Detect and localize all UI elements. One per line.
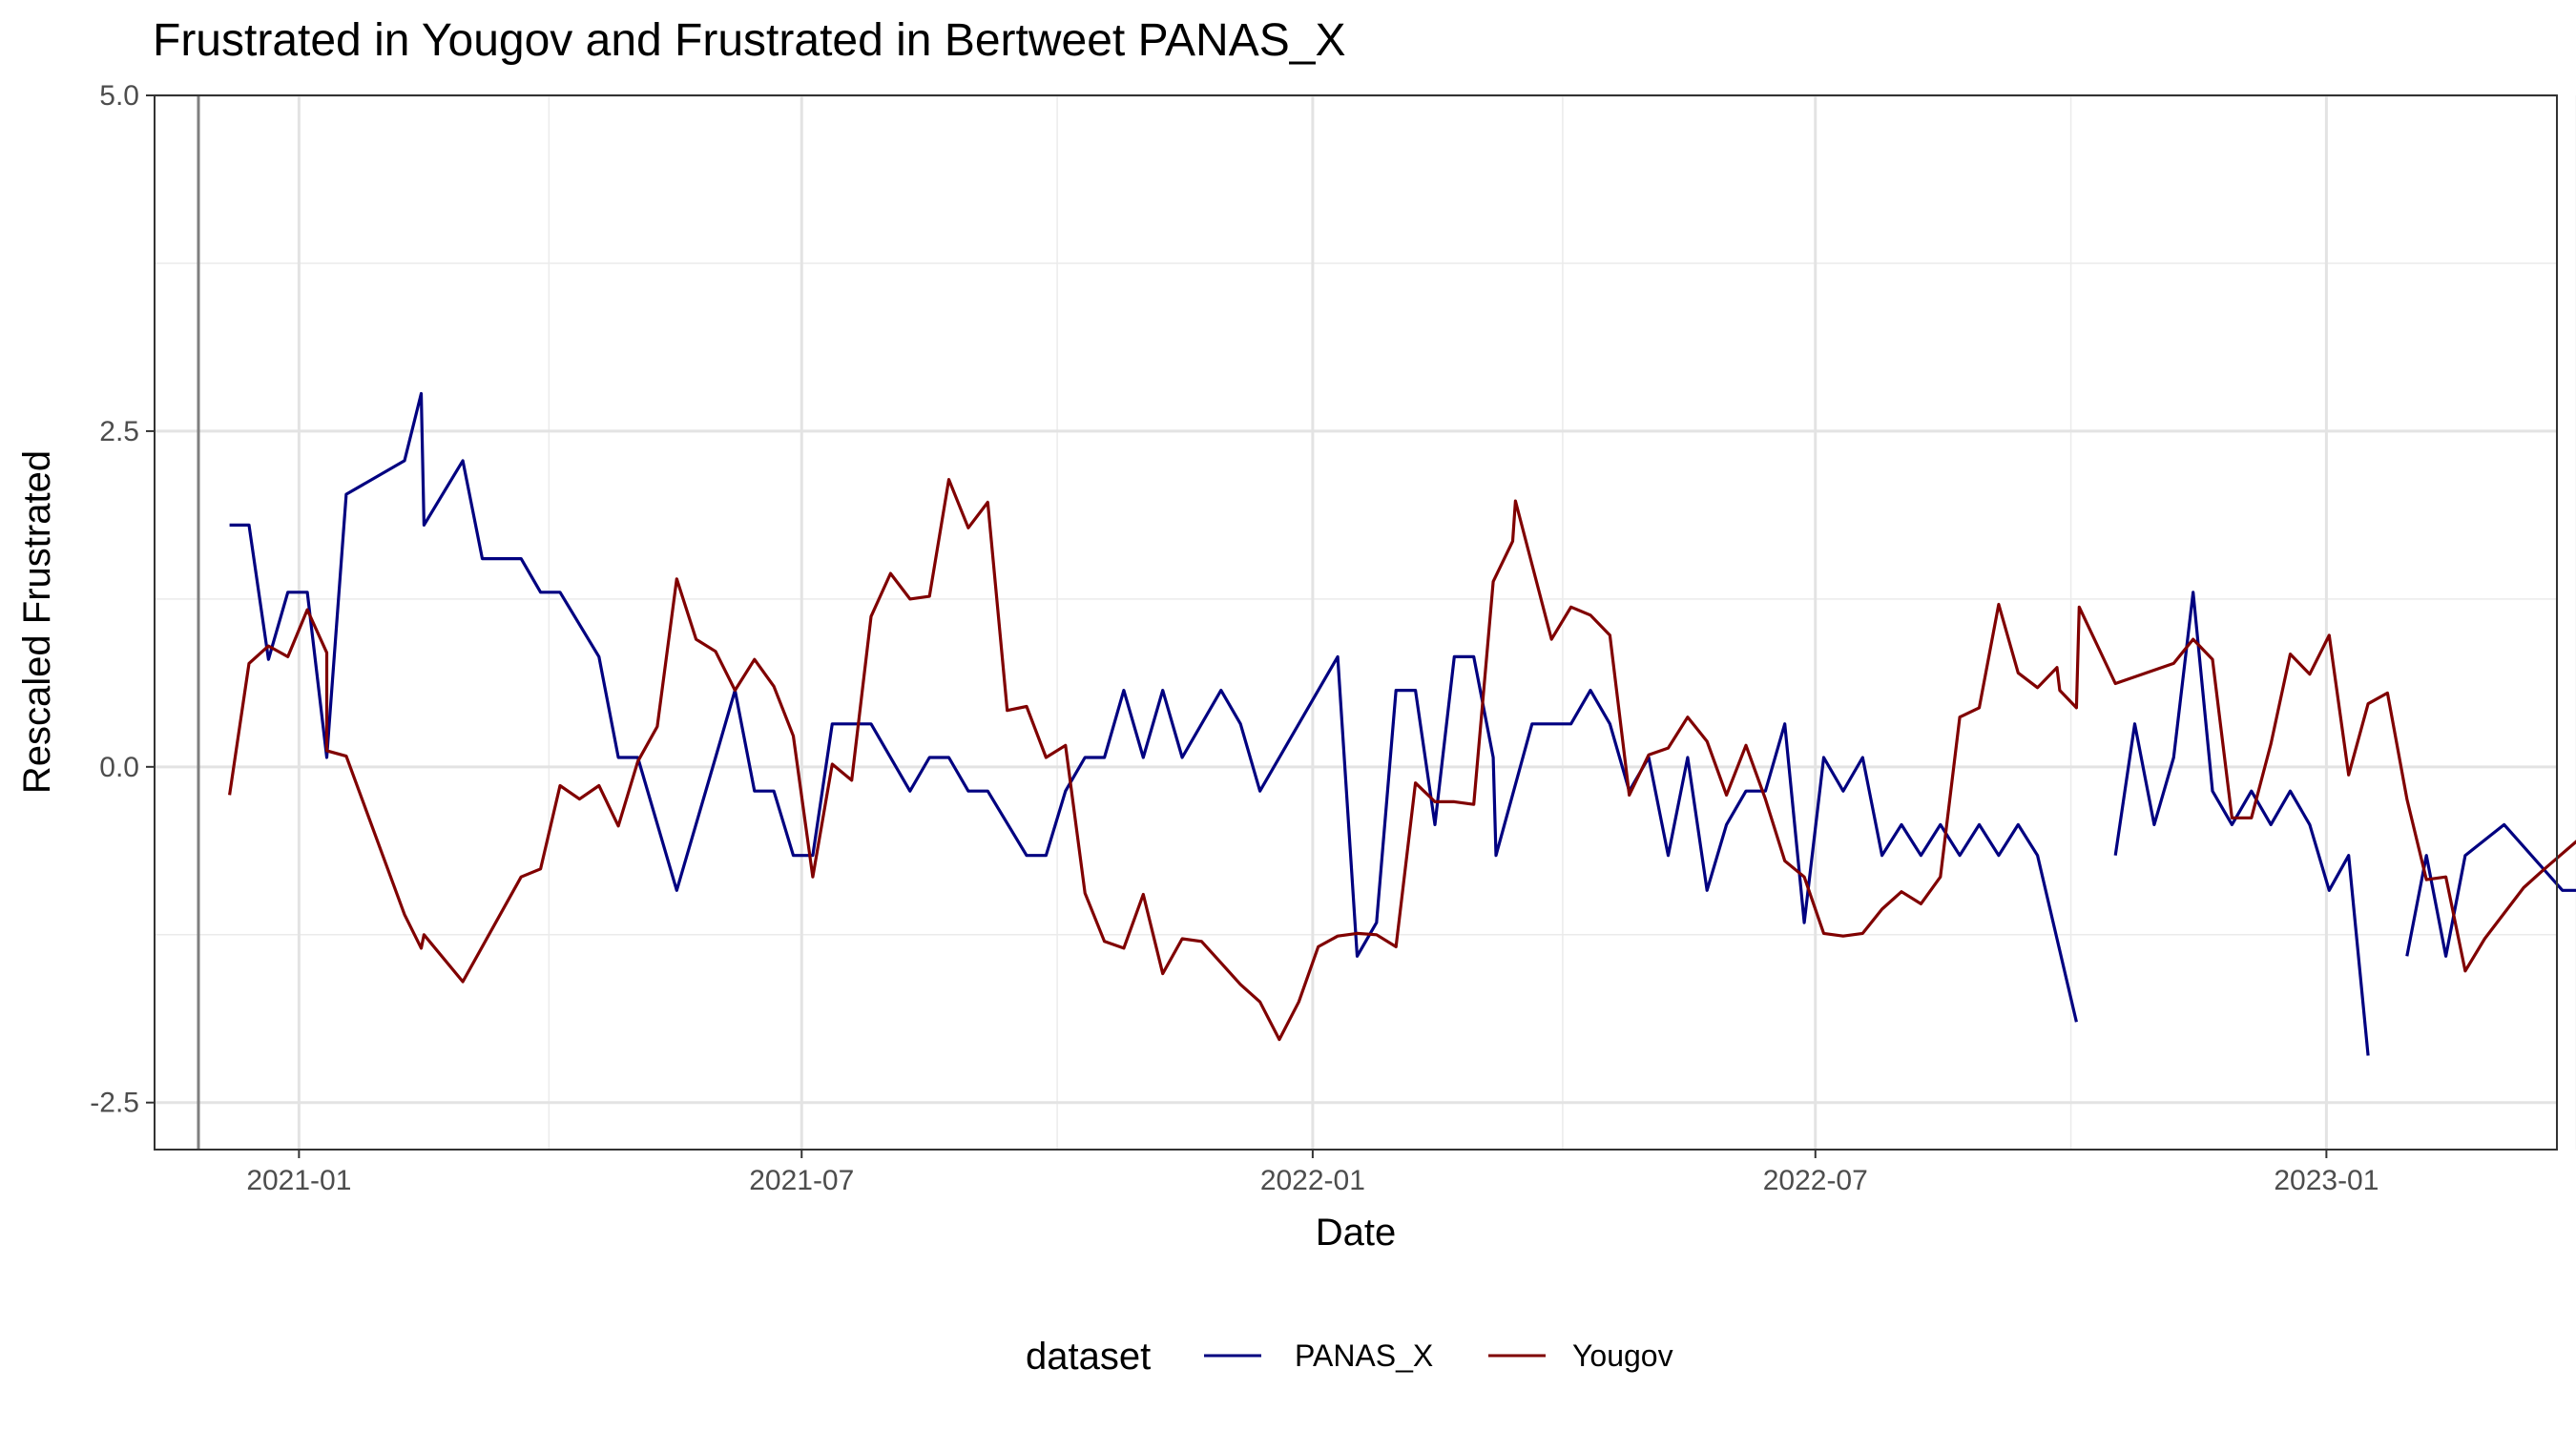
x-axis: 2021-01 2021-07 2022-01 2022-07 2023-01 [246, 1150, 2379, 1196]
legend-label-panas-x: PANAS_X [1295, 1338, 1433, 1373]
x-tick-label: 2022-07 [1763, 1165, 1868, 1196]
y-axis-title: Rescaled Frustrated [16, 450, 58, 794]
series-line-panas-x [229, 391, 2576, 1056]
x-axis-title: Date [1316, 1212, 1397, 1254]
y-tick-label: 0.0 [99, 752, 139, 783]
y-axis: 5.0 2.5 0.0 -2.5 [90, 80, 155, 1119]
x-tick-label: 2021-01 [246, 1165, 351, 1196]
legend: dataset PANAS_X Yougov [1026, 1336, 1673, 1378]
y-tick-label: 2.5 [99, 416, 139, 447]
chart-title: Frustrated in Yougov and Frustrated in B… [153, 15, 1345, 66]
y-tick-label: -2.5 [90, 1088, 139, 1119]
plot-border [154, 94, 2558, 1151]
x-tick-label: 2022-01 [1260, 1165, 1365, 1196]
x-tick-label: 2023-01 [2274, 1165, 2379, 1196]
x-tick-label: 2021-07 [749, 1165, 854, 1196]
legend-label-yougov: Yougov [1572, 1338, 1673, 1373]
legend-title: dataset [1026, 1336, 1151, 1378]
series-layer [228, 391, 2576, 1056]
plot-panel [155, 95, 2557, 1150]
y-tick-label: 5.0 [99, 80, 139, 112]
series-line-yougov [228, 478, 2576, 1042]
